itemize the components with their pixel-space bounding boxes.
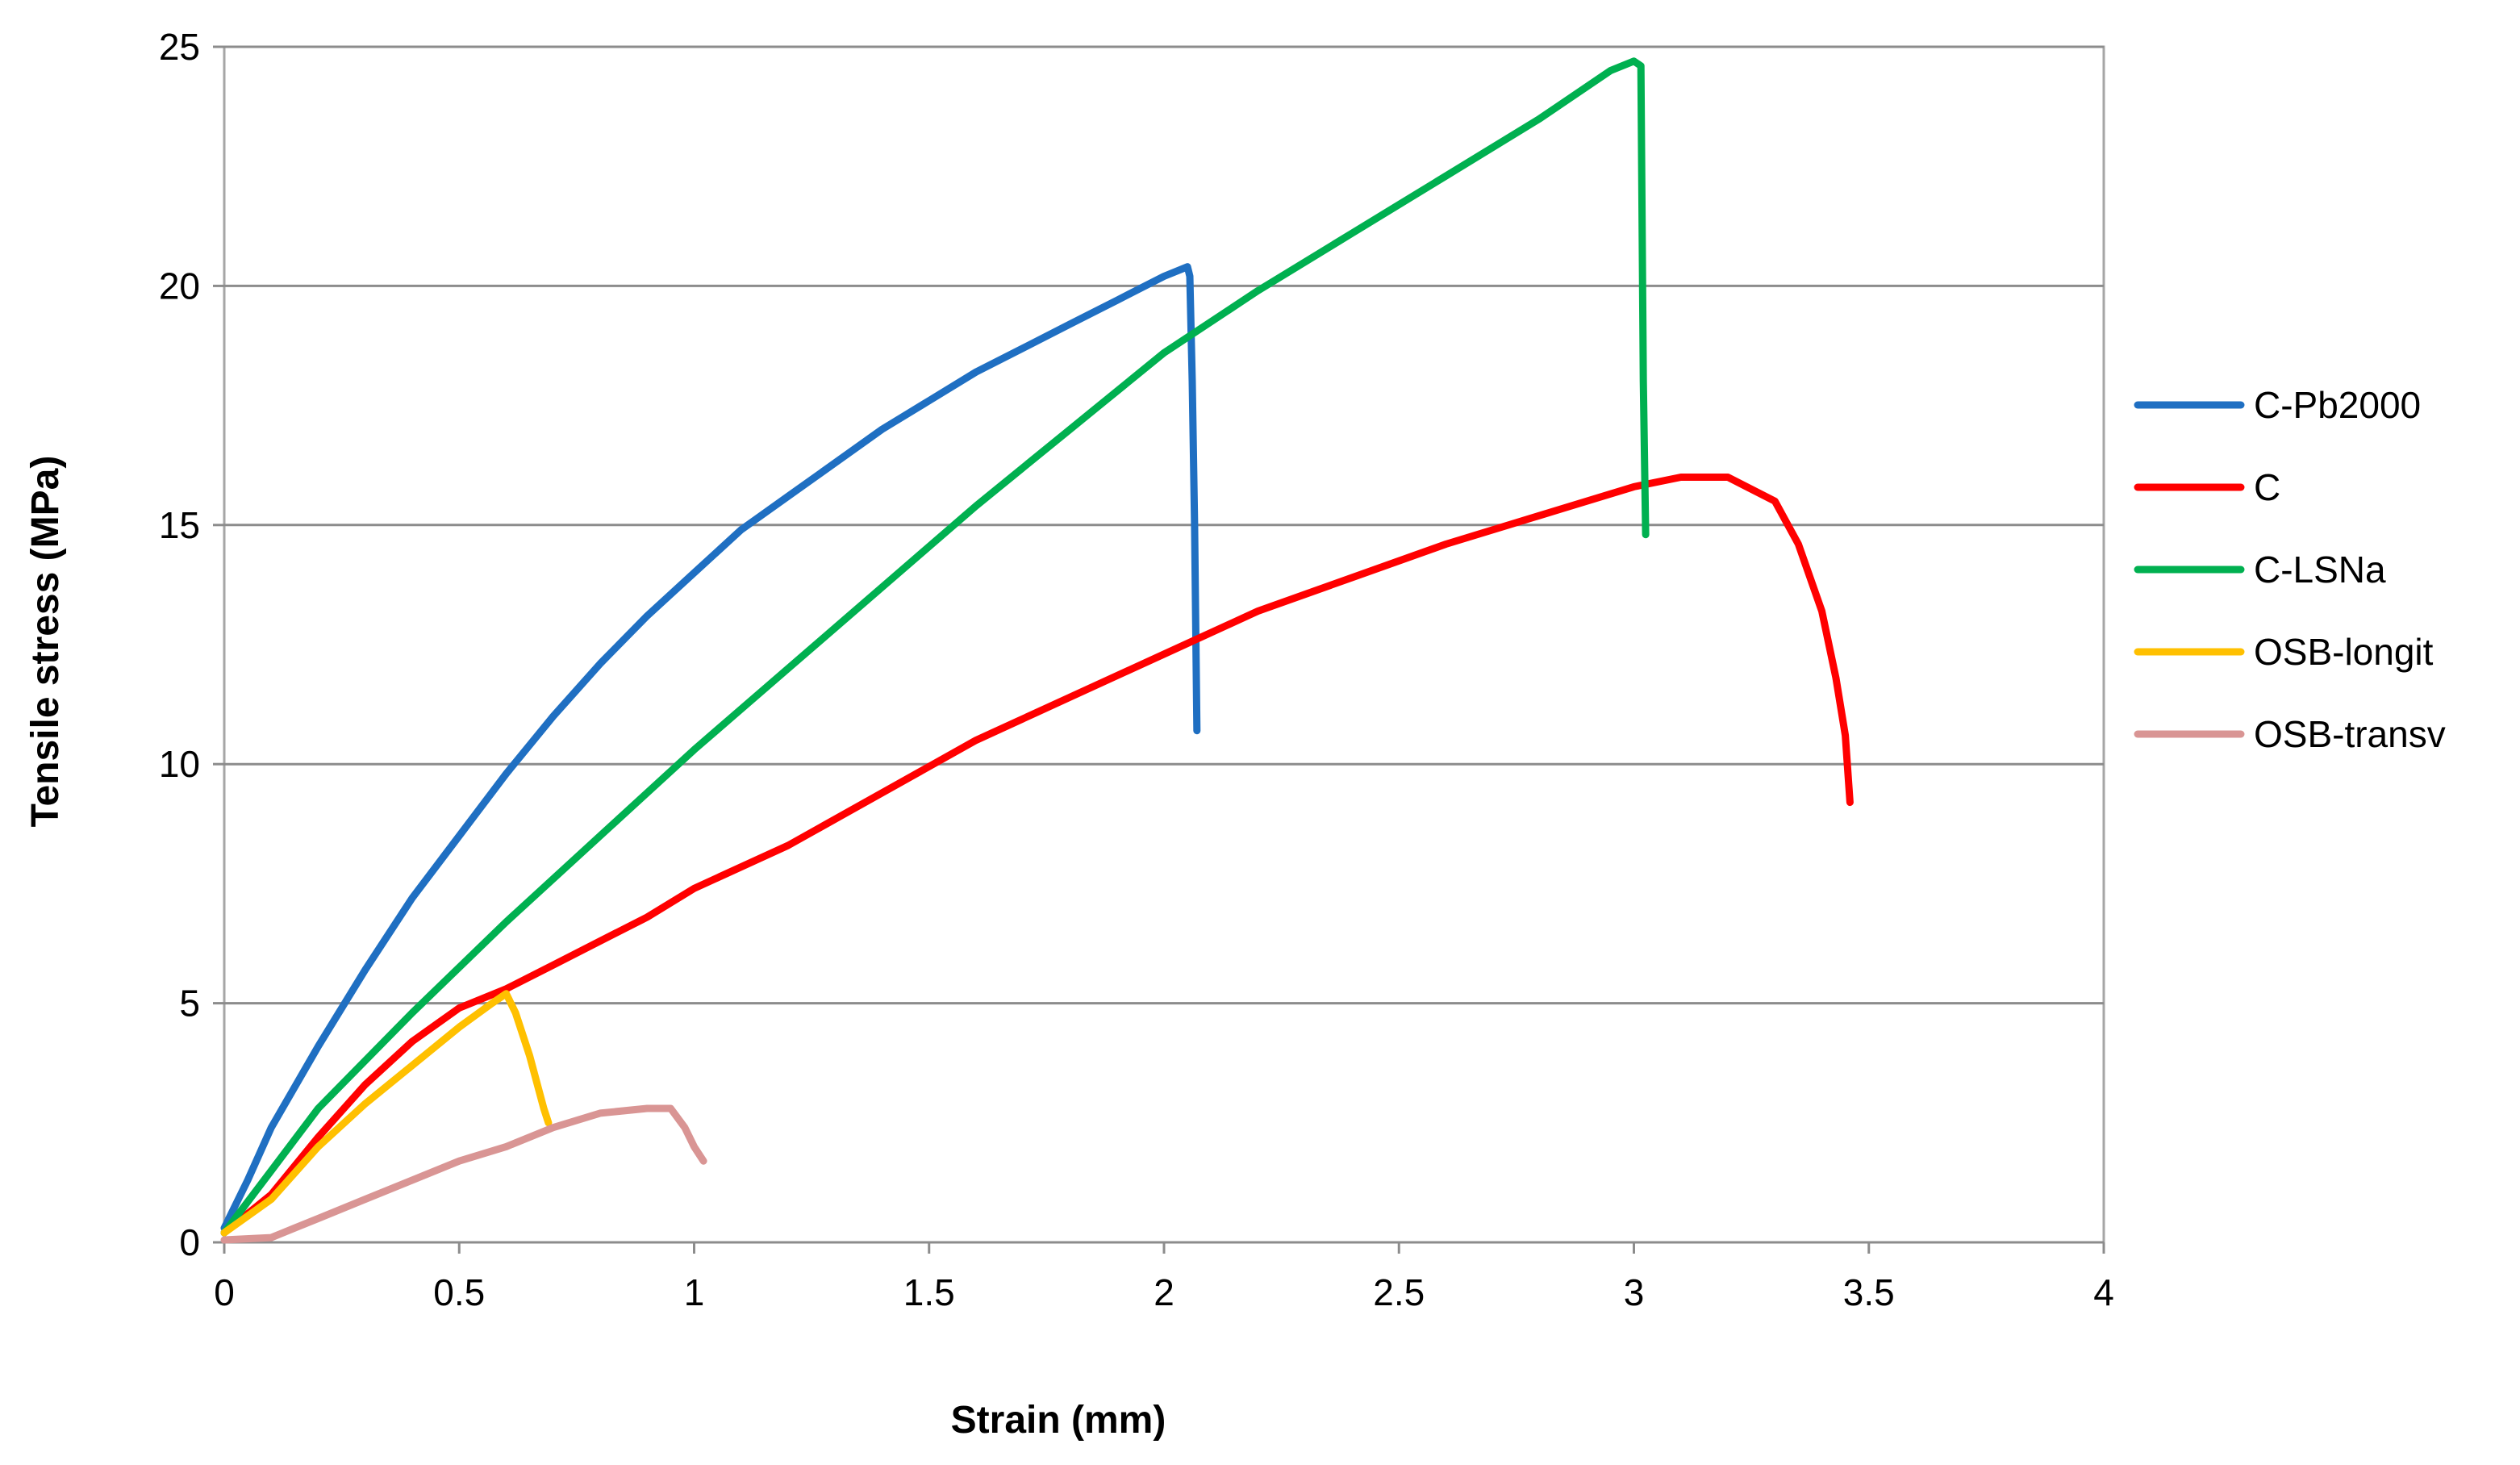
legend-label: OSB-longit xyxy=(2254,631,2434,673)
series-line-osb-longit xyxy=(220,990,553,1237)
y-axis-title: Tensile stress (MPa) xyxy=(24,456,67,828)
series-lines xyxy=(220,57,1854,1244)
axes xyxy=(213,45,2105,1254)
plot-area xyxy=(223,45,2105,1244)
x-tick-label: 2.5 xyxy=(1373,1271,1425,1313)
legend-label: OSB-transv xyxy=(2254,713,2446,755)
y-tick-label: 10 xyxy=(159,743,200,785)
legend-label: C xyxy=(2254,466,2280,508)
x-tick-label: 3 xyxy=(1624,1271,1645,1313)
x-tick-label: 0 xyxy=(214,1271,235,1313)
y-tick-labels: 0 5 10 15 20 25 xyxy=(159,26,200,1263)
series-line-osb-transv xyxy=(220,1104,707,1244)
x-tick-label: 3.5 xyxy=(1843,1271,1895,1313)
series-line-c-pb2000 xyxy=(220,263,1201,1232)
y-tick-label: 5 xyxy=(179,983,200,1025)
x-tick-labels: 0 0.5 1 1.5 2 2.5 3 3.5 4 xyxy=(214,1271,2114,1313)
y-tick-label: 15 xyxy=(159,504,200,546)
y-tick-label: 20 xyxy=(159,265,200,307)
y-tick-label: 25 xyxy=(159,26,200,68)
x-tick-label: 1 xyxy=(684,1271,705,1313)
x-tick-label: 2 xyxy=(1154,1271,1174,1313)
y-tick-label: 0 xyxy=(179,1221,200,1263)
legend: C-Pb2000 C C-LSNa OSB-longit OSB-transv xyxy=(2134,384,2446,755)
series-line-c-lsna xyxy=(220,57,1650,1237)
x-axis-title: Strain (mm) xyxy=(951,1399,1166,1442)
series-line-c xyxy=(220,474,1854,1237)
grid-lines xyxy=(224,45,2104,1005)
x-tick-label: 1.5 xyxy=(903,1271,955,1313)
x-tick-label: 0.5 xyxy=(433,1271,485,1313)
x-tick-label: 4 xyxy=(2093,1271,2114,1313)
legend-label: C-LSNa xyxy=(2254,549,2386,591)
legend-label: C-Pb2000 xyxy=(2254,384,2421,426)
